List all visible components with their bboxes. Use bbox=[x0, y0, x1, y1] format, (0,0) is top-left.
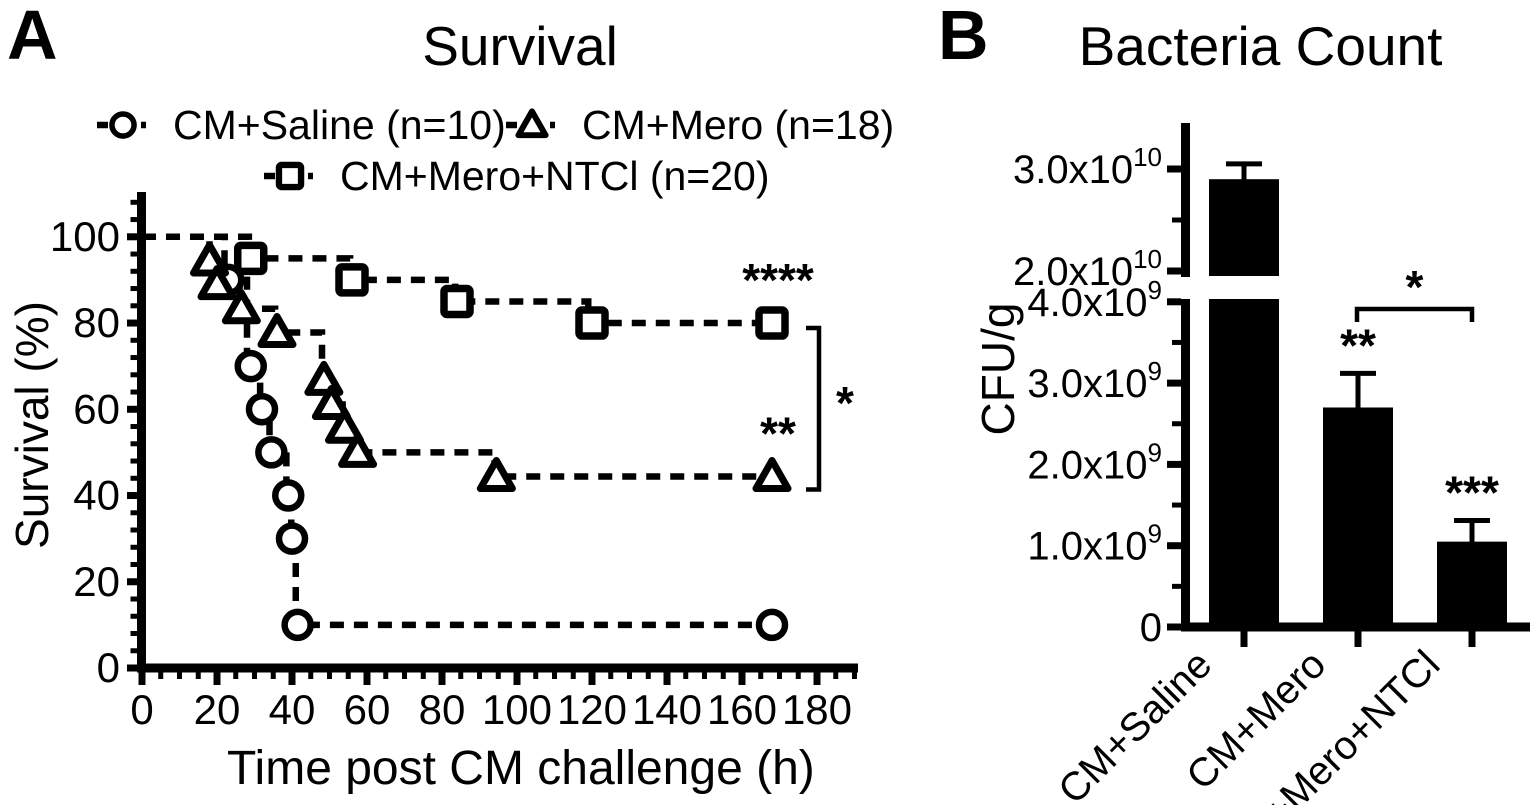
legend-label-cm-mero: CM+Mero (n=18) bbox=[582, 101, 895, 148]
svg-text:3.0x1010: 3.0x1010 bbox=[1013, 142, 1162, 192]
legend-item-cm-mero-ntcl: CM+Mero+NTCl (n=20) bbox=[263, 152, 769, 200]
svg-text:160: 160 bbox=[707, 686, 777, 733]
legend-item-cm-saline: CM+Saline (n=10) bbox=[96, 101, 506, 149]
svg-text:0: 0 bbox=[130, 686, 153, 733]
svg-text:**: ** bbox=[760, 408, 796, 460]
svg-text:100: 100 bbox=[482, 686, 552, 733]
panel-a-y-axis-label: Survival (%) bbox=[6, 301, 58, 549]
panel-a-label: A bbox=[7, 0, 58, 74]
svg-text:*: * bbox=[836, 377, 854, 429]
svg-text:***: *** bbox=[1445, 466, 1499, 518]
legend-label-cm-mero-ntcl: CM+Mero+NTCl (n=20) bbox=[340, 152, 770, 199]
triangle-marker-icon bbox=[506, 108, 555, 139]
svg-text:140: 140 bbox=[632, 686, 702, 733]
svg-text:4.0x109: 4.0x109 bbox=[1027, 275, 1162, 325]
svg-text:20: 20 bbox=[73, 558, 120, 605]
svg-text:40: 40 bbox=[269, 686, 316, 733]
panel-a-x-axis-label: Time post CM challenge (h) bbox=[227, 742, 815, 795]
svg-text:180: 180 bbox=[782, 686, 852, 733]
svg-text:60: 60 bbox=[344, 686, 391, 733]
legend-label-cm-saline: CM+Saline (n=10) bbox=[173, 101, 506, 148]
svg-text:****: **** bbox=[742, 254, 814, 306]
svg-text:2.0x109: 2.0x109 bbox=[1027, 437, 1162, 487]
svg-text:**: ** bbox=[1340, 319, 1376, 371]
svg-text:*: * bbox=[1406, 261, 1424, 313]
legend-item-cm-mero: CM+Mero (n=18) bbox=[505, 101, 894, 149]
svg-text:2.0x1010: 2.0x1010 bbox=[1013, 244, 1162, 294]
svg-text:0: 0 bbox=[97, 644, 120, 691]
svg-text:3.0x109: 3.0x109 bbox=[1027, 356, 1162, 406]
svg-text:80: 80 bbox=[73, 299, 120, 346]
svg-text:120: 120 bbox=[557, 686, 627, 733]
svg-text:80: 80 bbox=[419, 686, 466, 733]
svg-text:0: 0 bbox=[1140, 606, 1162, 650]
svg-text:60: 60 bbox=[73, 385, 120, 432]
svg-text:1.0x109: 1.0x109 bbox=[1027, 519, 1162, 569]
panel-b-y-axis-label: CFU/g bbox=[972, 302, 1024, 436]
panel-a-title: Survival bbox=[422, 15, 618, 77]
panel-b-label: B bbox=[938, 0, 989, 74]
square-marker-icon bbox=[264, 161, 313, 191]
svg-text:20: 20 bbox=[194, 686, 241, 733]
svg-text:100: 100 bbox=[50, 213, 120, 260]
svg-text:40: 40 bbox=[73, 472, 120, 519]
panel-b-title: Bacteria Count bbox=[1078, 15, 1443, 77]
circle-marker-icon bbox=[97, 111, 146, 139]
